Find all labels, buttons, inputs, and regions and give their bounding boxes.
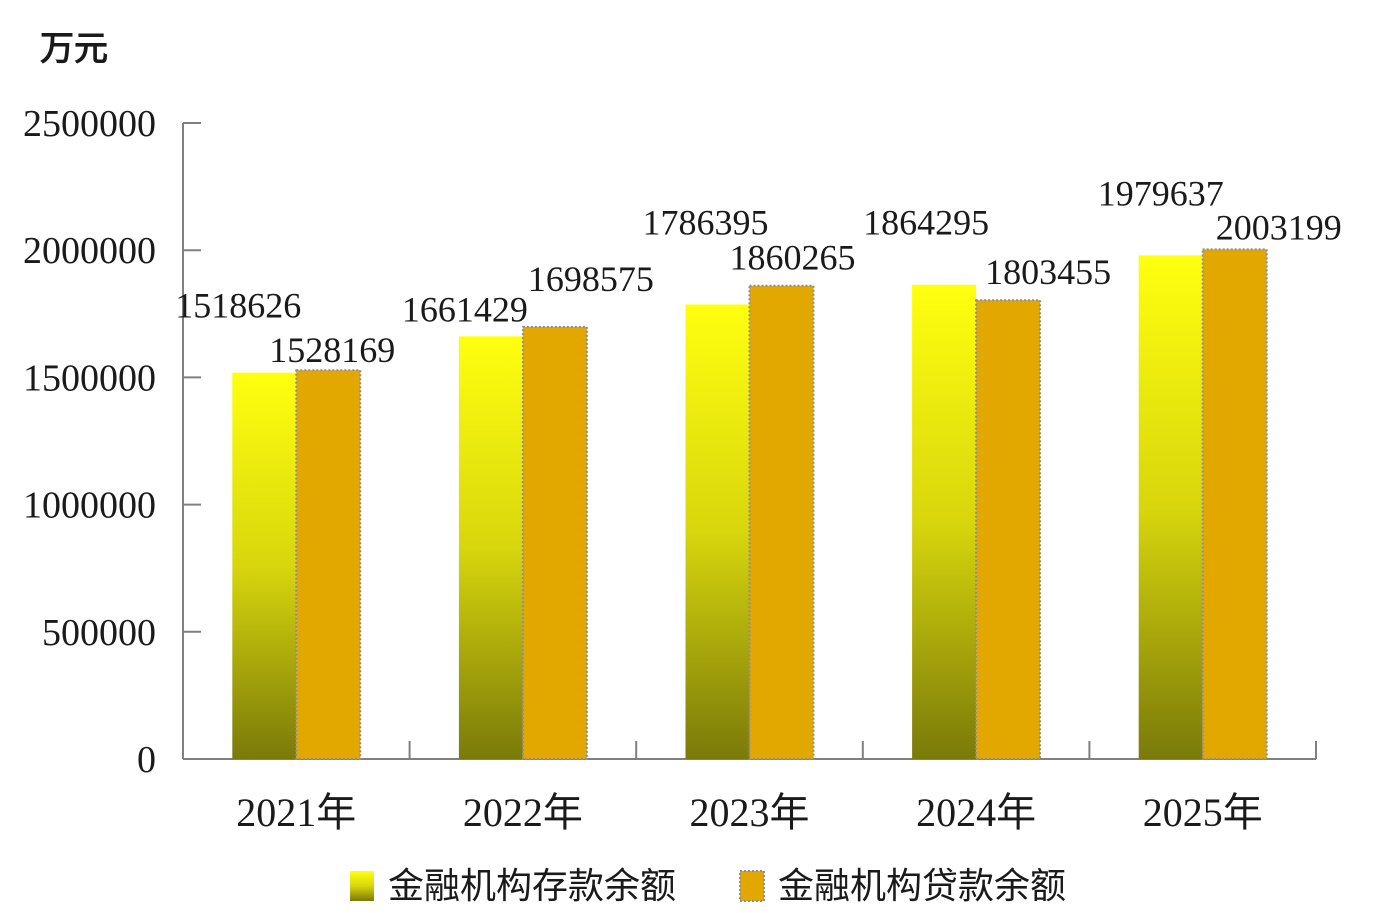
bar-deposit xyxy=(912,284,977,759)
data-label-deposit: 1864295 xyxy=(863,203,989,243)
x-category-label: 2023年 xyxy=(690,790,810,835)
data-label-deposit: 1979637 xyxy=(1098,173,1224,213)
x-category-label: 2022年 xyxy=(463,790,583,835)
bars-group xyxy=(232,248,1268,760)
bar-loan xyxy=(295,369,362,760)
legend: 金融机构存款余额 金融机构贷款余额 xyxy=(350,866,1066,907)
data-label-loan: 1803455 xyxy=(985,252,1111,292)
legend-swatch-loan xyxy=(739,870,765,902)
data-label-deposit: 1518626 xyxy=(175,286,301,326)
y-tick-label: 2000000 xyxy=(23,230,156,272)
data-label-loan: 1860265 xyxy=(730,238,856,278)
x-category-label: 2024年 xyxy=(916,790,1036,835)
y-tick-label: 1500000 xyxy=(23,357,156,399)
data-label-loan: 1528169 xyxy=(269,330,395,370)
bar-deposit xyxy=(232,372,297,759)
y-axis: 0 500000 1000000 1500000 2000000 2500000 xyxy=(23,103,201,781)
bar-deposit xyxy=(685,304,750,759)
y-tick-label: 0 xyxy=(137,739,156,781)
data-label-deposit: 1786395 xyxy=(643,203,769,243)
bar-loan xyxy=(975,299,1042,760)
bar-loan xyxy=(521,325,588,760)
y-tick-label: 500000 xyxy=(42,612,156,654)
x-category-label: 2021年 xyxy=(236,790,356,835)
x-category-label: 2025年 xyxy=(1143,790,1263,835)
legend-label-deposit: 金融机构存款余额 xyxy=(388,866,676,907)
y-axis-unit: 万元 xyxy=(40,29,108,69)
legend-label-loan: 金融机构贷款余额 xyxy=(778,866,1066,907)
y-tick-label: 1000000 xyxy=(23,485,156,527)
bar-loan xyxy=(748,284,815,760)
data-label-deposit: 1661429 xyxy=(402,289,528,329)
data-label-loan: 2003199 xyxy=(1216,207,1342,247)
bar-loan xyxy=(1201,248,1268,760)
x-axis: 2021年 2022年 2023年 2024年 2025年 xyxy=(182,741,1317,835)
bar-deposit xyxy=(458,336,523,759)
data-label-loan: 1698575 xyxy=(528,259,654,299)
y-tick-label: 2500000 xyxy=(23,103,156,145)
bar-deposit xyxy=(1138,255,1203,759)
legend-swatch-deposit xyxy=(350,871,374,901)
